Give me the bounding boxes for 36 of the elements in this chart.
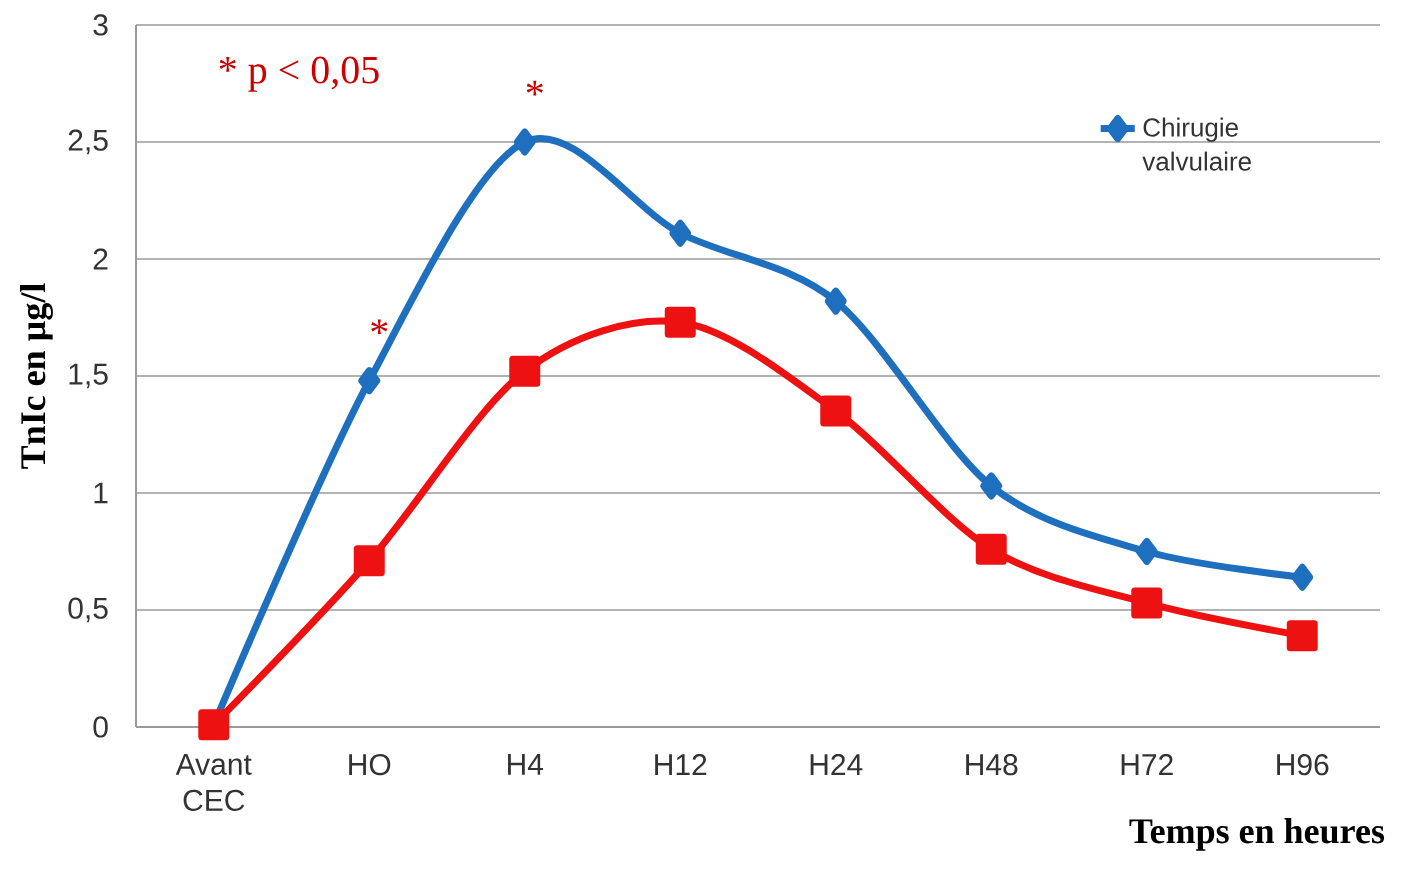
point: [1286, 620, 1318, 652]
x-tick-label: H48: [966, 754, 1018, 776]
y-tick-label: 1,5: [69, 363, 108, 389]
x-tick-label: Avant CEC: [175, 754, 252, 811]
point: [513, 128, 536, 156]
x-axis-title: Temps en heures: [1129, 818, 1385, 851]
x-tick-label: H12: [655, 754, 707, 775]
y-tick-label: 1: [94, 482, 108, 504]
y-tick-label: 3: [93, 14, 108, 36]
y-axis-title: TnIc en µg/l: [20, 283, 53, 469]
point: [975, 533, 1007, 565]
point: [353, 545, 385, 577]
point: [820, 395, 852, 427]
point: [824, 287, 847, 315]
x-tick-label: H96: [1277, 754, 1329, 776]
point: [664, 306, 696, 338]
legend-label: Chirugie valvulaire: [1142, 117, 1251, 171]
point: [198, 709, 230, 741]
point: [1135, 537, 1158, 565]
point: [980, 472, 1003, 500]
x-tick-label: H24: [810, 754, 863, 775]
point: [358, 367, 381, 395]
y-tick-label: 2: [93, 248, 108, 270]
annotation: *: [526, 80, 543, 96]
point: [1291, 563, 1314, 591]
point: [1131, 587, 1163, 619]
y-tick-label: 2,5: [68, 129, 108, 155]
annotation: *: [371, 319, 388, 335]
y-tick-label: 0: [93, 716, 108, 738]
annotation: * p < 0,05: [219, 56, 379, 92]
x-tick-label: H4: [508, 754, 544, 775]
y-tick-label: 0,5: [68, 597, 108, 623]
x-tick-label: HO: [349, 754, 391, 776]
point: [669, 219, 692, 247]
x-tick-label: H72: [1121, 754, 1173, 775]
point: [509, 355, 541, 387]
